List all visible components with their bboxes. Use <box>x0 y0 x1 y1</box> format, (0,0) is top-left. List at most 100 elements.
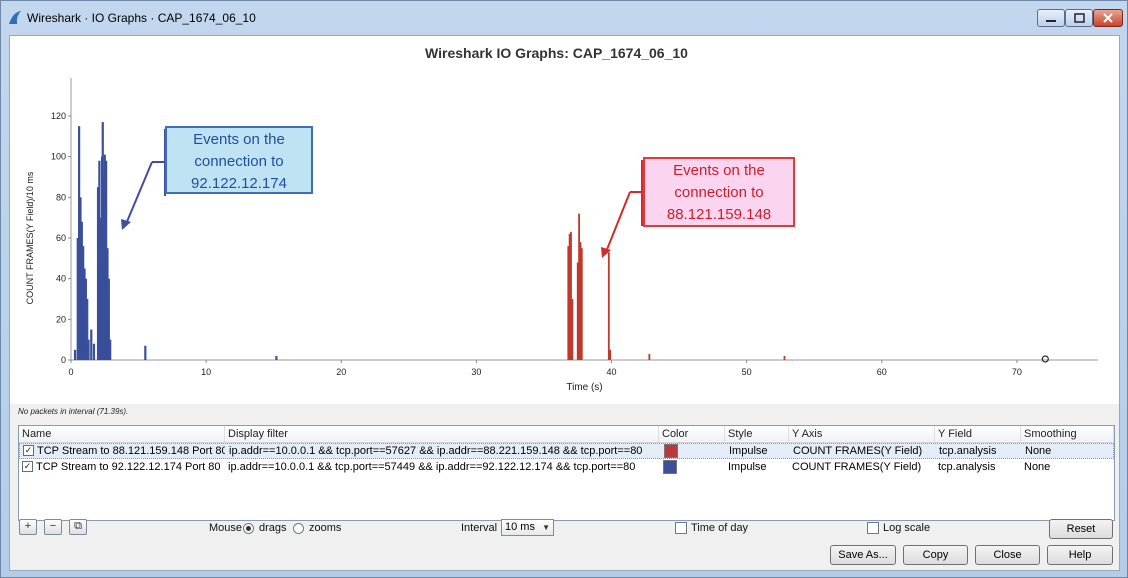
row-name[interactable]: TCP Stream to 92.122.12.174 Port 80 <box>36 461 221 473</box>
interval-select[interactable]: 10 ms ▼ <box>501 519 554 536</box>
close-window-button[interactable] <box>1093 9 1123 27</box>
column-header-color[interactable]: Color <box>659 426 725 442</box>
x-tick-label: 70 <box>1012 367 1022 377</box>
title-bar[interactable]: Wireshark · IO Graphs · CAP_1674_06_10 <box>1 1 1127 35</box>
x-tick-label: 50 <box>742 367 752 377</box>
row-color-swatch[interactable] <box>663 460 677 474</box>
column-header-y-field[interactable]: Y Field <box>935 426 1021 442</box>
copy-button[interactable]: Copy <box>903 545 968 565</box>
impulse-fill-blue <box>104 276 106 360</box>
time-of-day-label[interactable]: Time of day <box>691 522 749 534</box>
row-smoothing[interactable]: None <box>1025 445 1052 457</box>
minimize-button[interactable] <box>1037 9 1065 27</box>
impulse-fill-blue <box>84 315 86 360</box>
row-style[interactable]: Impulse <box>729 445 768 457</box>
maximize-button[interactable] <box>1065 9 1093 27</box>
column-header-name[interactable]: Name <box>19 426 225 442</box>
impulse-bar-blue <box>78 126 81 361</box>
mouse-label: Mouse <box>209 522 243 534</box>
copy-graph-button[interactable]: ⧉ <box>69 519 87 535</box>
status-text: No packets in interval (71.39s). <box>18 407 129 416</box>
impulse-fill-blue <box>100 281 103 360</box>
x-tick-label: 20 <box>336 367 346 377</box>
impulse-bar-blue <box>144 345 147 360</box>
help-button[interactable]: Help <box>1047 545 1113 565</box>
reset-button[interactable]: Reset <box>1049 519 1113 539</box>
callout-arrow-red <box>605 191 631 253</box>
maximize-icon <box>1074 13 1085 23</box>
annotation-callout-blue: Events on the connection to 92.122.12.17… <box>165 126 313 194</box>
impulse-bar-blue <box>92 343 96 360</box>
impulse-bar-blue <box>73 349 77 360</box>
row-enable-checkbox[interactable]: ✓ <box>22 461 33 472</box>
io-graph-canvas[interactable]: 0 20 40 60 80 100 120 0 10 20 30 40 50 60 70 Time (s) CO… <box>10 36 1119 404</box>
graph-list-table[interactable]: Name Display filter Color Style Y Axis Y… <box>18 425 1115 521</box>
minimize-icon <box>1046 20 1056 22</box>
row-enable-checkbox[interactable]: ✓ <box>23 445 34 456</box>
row-y-axis[interactable]: COUNT FRAMES(Y Field) <box>792 461 922 473</box>
y-tick-label: 100 <box>51 152 66 162</box>
row-y-axis[interactable]: COUNT FRAMES(Y Field) <box>793 445 923 457</box>
impulse-fill-blue <box>77 292 80 360</box>
impulse-fill-blue <box>80 283 82 360</box>
impulse-fill-blue <box>103 259 105 360</box>
column-header-display-filter[interactable]: Display filter <box>225 426 659 442</box>
mouse-zooms-radio[interactable] <box>293 523 304 534</box>
row-y-field[interactable]: tcp.analysis <box>939 445 997 457</box>
log-scale-checkbox[interactable] <box>867 522 879 534</box>
impulse-bar-red <box>580 248 583 360</box>
mouse-drags-label[interactable]: drags <box>259 522 287 534</box>
mouse-zooms-label[interactable]: zooms <box>309 522 342 534</box>
row-name[interactable]: TCP Stream to 88.121.159.148 Port 80 <box>37 445 225 457</box>
log-scale-label[interactable]: Log scale <box>883 522 931 534</box>
y-tick-label: 0 <box>61 355 66 365</box>
remove-graph-button[interactable]: − <box>44 519 62 535</box>
callout-blue-line: Events on the <box>193 131 285 148</box>
y-tick-label: 20 <box>56 314 66 324</box>
impulse-bar-red <box>570 231 572 360</box>
close-button[interactable]: Close <box>975 545 1040 565</box>
impulse-fill-blue <box>99 281 101 360</box>
annotation-callout-red: Events on the connection to 88.121.159.1… <box>643 157 795 227</box>
callout-red-line: 88.121.159.148 <box>666 206 772 223</box>
x-tick-label: 10 <box>201 367 211 377</box>
table-row[interactable]: ✓ TCP Stream to 92.122.12.174 Port 80 ip… <box>19 460 1114 476</box>
row-smoothing[interactable]: None <box>1024 461 1051 473</box>
close-icon <box>1103 13 1113 23</box>
column-header-y-axis[interactable]: Y Axis <box>789 426 935 442</box>
cursor-marker-icon <box>1041 355 1049 363</box>
impulse-bar-blue <box>105 160 108 360</box>
impulse-fill-blue <box>98 264 100 360</box>
column-header-style[interactable]: Style <box>725 426 789 442</box>
impulse-fill-blue <box>107 315 109 360</box>
dialog-body: Wireshark IO Graphs: CAP_1674_06_10 0 20 4… <box>9 35 1120 571</box>
time-of-day-checkbox[interactable] <box>675 522 687 534</box>
impulse-fill-blue <box>102 248 103 360</box>
save-as-button[interactable]: Save As... <box>830 545 896 565</box>
graph-controls: + − ⧉ Mouse drags zooms Interval 10 ms ▼… <box>10 514 1119 572</box>
y-tick-label: 80 <box>56 192 66 202</box>
row-display-filter[interactable]: ip.addr==10.0.0.1 && tcp.port==57449 && … <box>228 461 636 473</box>
row-display-filter[interactable]: ip.addr==10.0.0.1 && tcp.port==57627 && … <box>229 445 643 457</box>
impulse-bar-blue <box>98 160 101 360</box>
window-title: Wireshark · IO Graphs · CAP_1674_06_10 <box>27 11 256 25</box>
io-graph-plot[interactable]: Wireshark IO Graphs: CAP_1674_06_10 0 20 4… <box>10 36 1119 404</box>
x-tick-label: 0 <box>68 367 73 377</box>
x-tick-label: 60 <box>877 367 887 377</box>
impulse-bar-red <box>567 246 570 360</box>
dropdown-arrow-icon: ▼ <box>542 523 550 532</box>
impulse-fill-blue <box>83 309 85 360</box>
mouse-drags-radio[interactable] <box>243 523 254 534</box>
row-color-swatch[interactable] <box>664 444 678 458</box>
impulse-bar-red <box>648 353 651 360</box>
impulse-fill-blue <box>108 348 111 360</box>
row-style[interactable]: Impulse <box>728 461 767 473</box>
callout-red-line: connection to <box>674 184 764 201</box>
impulse-bar-red <box>783 355 786 360</box>
impulse-fill-blue <box>106 298 108 360</box>
column-header-smoothing[interactable]: Smoothing <box>1021 426 1114 442</box>
row-y-field[interactable]: tcp.analysis <box>938 461 996 473</box>
impulse-fill-blue <box>102 259 104 360</box>
table-row[interactable]: ✓ TCP Stream to 88.121.159.148 Port 80 i… <box>19 443 1114 459</box>
add-graph-button[interactable]: + <box>19 519 37 535</box>
